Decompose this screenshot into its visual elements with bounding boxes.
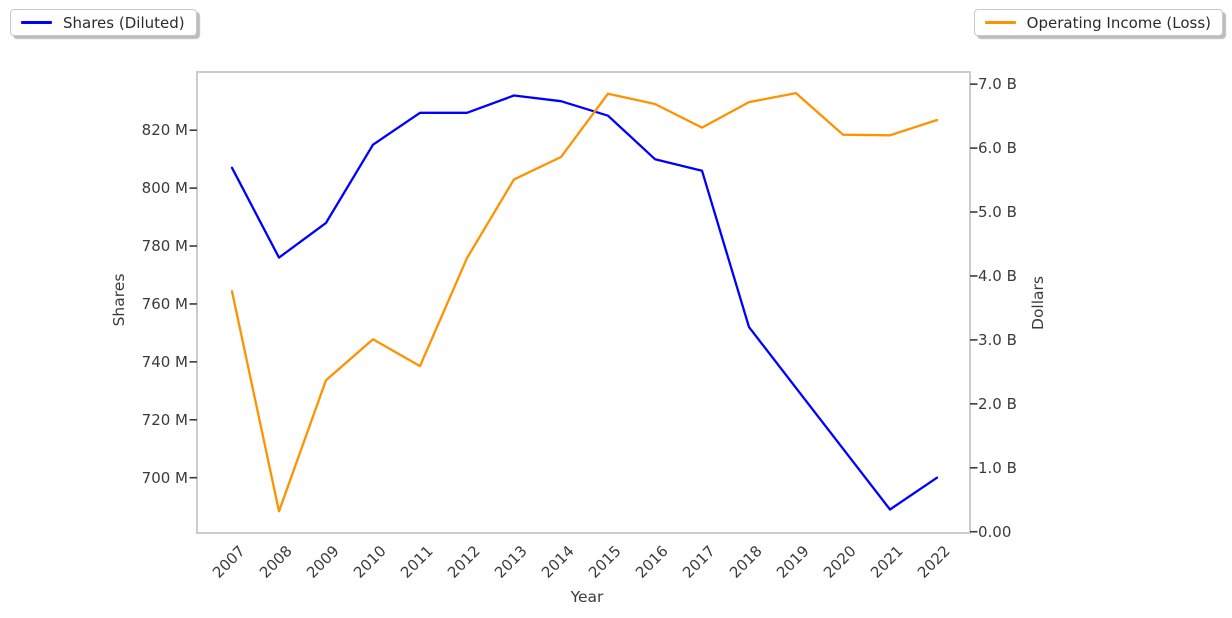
legend-line-swatch-operating-income-icon — [984, 21, 1016, 24]
legend-label-operating-income: Operating Income (Loss) — [1026, 13, 1211, 32]
left-tick-label: 760 M — [141, 294, 188, 313]
right-axis-title: Dollars — [1029, 276, 1047, 330]
left-tick-label: 740 M — [141, 352, 188, 371]
left-tick-label: 720 M — [141, 410, 188, 429]
line-series-0 — [230, 94, 939, 511]
right-tick-label: 3.0 B — [978, 330, 1017, 349]
plot-frame — [196, 71, 971, 534]
left-tick-label: 700 M — [141, 468, 188, 487]
right-tick-label: 2.0 B — [978, 394, 1017, 413]
right-tick-label: 6.0 B — [978, 139, 1017, 158]
x-axis-title: Year — [570, 588, 604, 606]
right-tick-label: 5.0 B — [978, 203, 1017, 222]
legend-label-shares: Shares (Diluted) — [63, 13, 185, 32]
left-tick-label: 800 M — [141, 179, 188, 198]
right-tick-label: 7.0 B — [978, 75, 1017, 94]
legend-operating-income: Operating Income (Loss) — [973, 9, 1223, 36]
legend-shares: Shares (Diluted) — [10, 9, 197, 36]
right-tick-label: 0.00 — [978, 522, 1012, 541]
right-tick-label: 4.0 B — [978, 266, 1017, 285]
left-tick-label: 780 M — [141, 237, 188, 256]
line-series-1 — [230, 91, 939, 513]
left-tick-label: 820 M — [141, 121, 188, 140]
left-axis-title: Shares — [110, 273, 128, 327]
legend-line-swatch-shares-icon — [21, 21, 52, 24]
right-tick-label: 1.0 B — [978, 458, 1017, 477]
